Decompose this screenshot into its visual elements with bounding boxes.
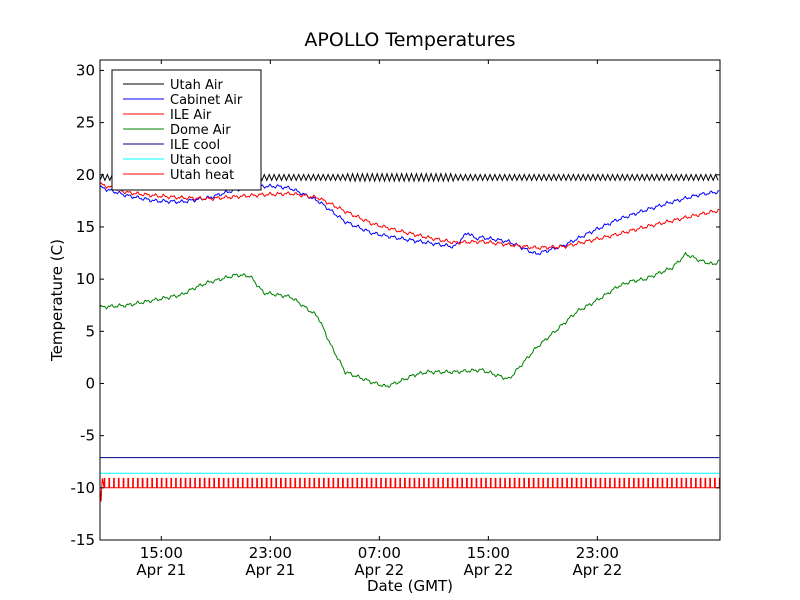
y-tick-label: 10 <box>76 270 95 288</box>
y-tick-label: -15 <box>71 531 96 549</box>
legend-box <box>111 69 262 191</box>
y-tick-label: 25 <box>76 114 95 132</box>
plot-frame <box>99 59 721 541</box>
x-tick-label-time: 23:00 <box>576 544 619 562</box>
y-axis-label: Temperature (C) <box>48 239 66 362</box>
series-line-ile-air <box>99 182 720 250</box>
legend-label-ile-air: ILE Air <box>170 108 212 123</box>
x-tick-label-time: 15:00 <box>140 544 183 562</box>
x-tick-label-date: Apr 22 <box>354 561 404 579</box>
x-tick-label-date: Apr 21 <box>245 561 295 579</box>
x-tick-label-date: Apr 21 <box>136 561 186 579</box>
x-tick-label-time: 23:00 <box>249 544 292 562</box>
y-tick-label: -10 <box>71 479 96 497</box>
series-line-dome-air <box>99 251 720 389</box>
x-axis-label: Date (GMT) <box>367 577 453 595</box>
y-tick-label: 5 <box>85 322 95 340</box>
legend-label-utah-cool: Utah cool <box>170 153 232 168</box>
chart-title: APOLLO Temperatures <box>304 29 515 51</box>
y-tick-label: 15 <box>76 218 95 236</box>
legend-label-dome-air: Dome Air <box>170 123 231 138</box>
y-tick-label: 0 <box>85 374 95 392</box>
x-tick-label-date: Apr 22 <box>572 561 622 579</box>
series-line-utah-heat <box>99 477 721 502</box>
legend-label-utah-heat: Utah heat <box>170 168 234 183</box>
legend-label-utah-air: Utah Air <box>170 78 223 93</box>
x-tick-label-time: 15:00 <box>467 544 510 562</box>
x-tick-label-date: Apr 22 <box>463 561 513 579</box>
y-tick-label: 30 <box>76 61 95 79</box>
y-tick-label: 20 <box>76 166 95 184</box>
y-tick-label: -5 <box>80 427 95 445</box>
legend-label-ile-cool: ILE cool <box>170 138 220 153</box>
legend-label-cabinet-air: Cabinet Air <box>170 93 243 108</box>
x-tick-label-time: 07:00 <box>358 544 401 562</box>
